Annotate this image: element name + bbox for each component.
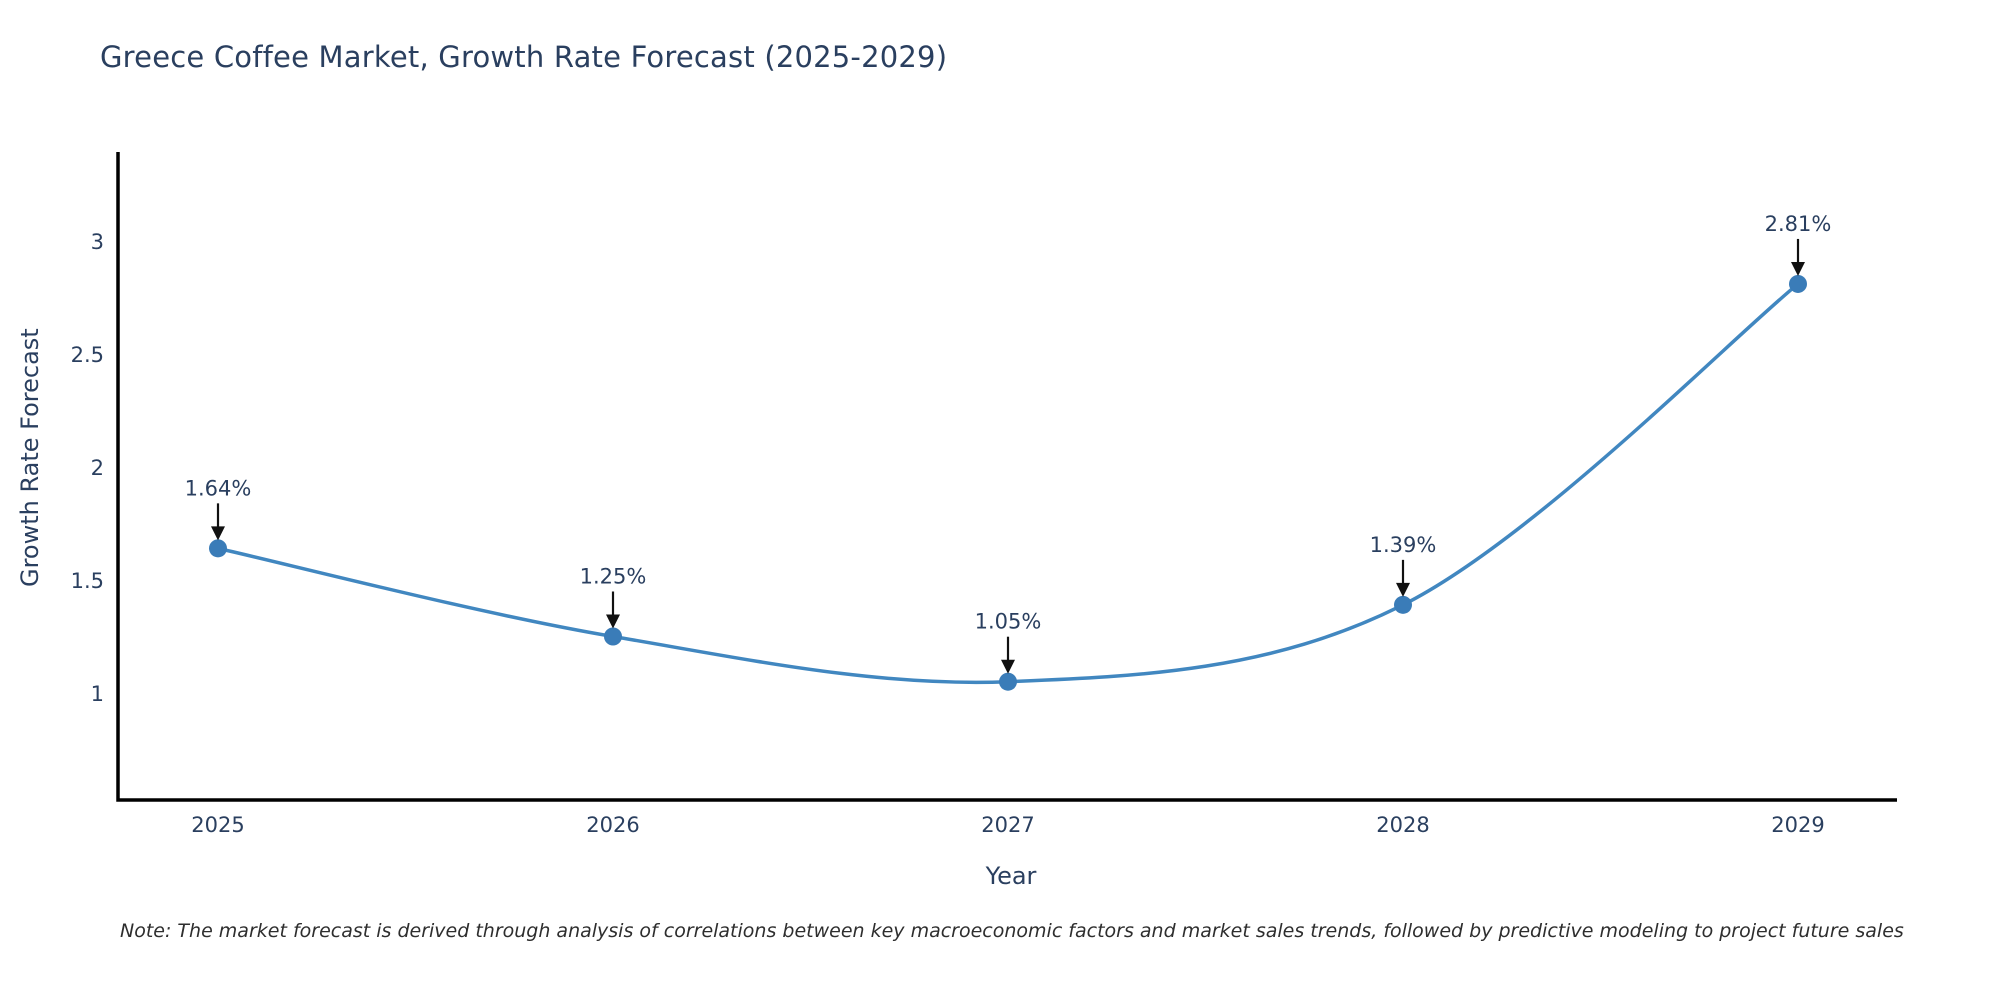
annotation-label: 2.81% — [1765, 212, 1832, 236]
data-point-2027 — [999, 672, 1017, 691]
annotation-label: 1.25% — [580, 565, 647, 589]
annotation-arrowhead-icon — [606, 614, 620, 629]
data-point-2026 — [604, 627, 622, 646]
axis-lines — [116, 152, 1897, 802]
data-point-2025 — [209, 539, 227, 558]
axes — [116, 152, 1897, 802]
data-point-2028 — [1394, 595, 1412, 614]
y-tick-label: 1.5 — [71, 569, 104, 593]
annotation-arrowhead-icon — [1791, 261, 1805, 276]
y-tick-label: 1 — [91, 682, 104, 706]
annotation-2025: 1.64% — [185, 476, 252, 541]
x-tick-label: 2029 — [1771, 813, 1824, 837]
tick-labels: 1 1.5 2 2.5 3 2025 2026 2027 2028 2029 — [71, 230, 1825, 837]
x-axis-title: Year — [985, 862, 1037, 890]
annotation-arrowhead-icon — [211, 526, 225, 541]
y-tick-label: 3 — [91, 230, 104, 254]
annotation-2028: 1.39% — [1370, 533, 1437, 597]
line-series — [209, 274, 1807, 691]
y-axis-title: Growth Rate Forecast — [16, 328, 44, 587]
x-tick-label: 2025 — [191, 813, 244, 837]
annotation-label: 1.64% — [185, 476, 252, 500]
growth-rate-line — [216, 282, 1800, 685]
x-tick-label: 2027 — [981, 813, 1034, 837]
y-tick-label: 2.5 — [71, 343, 104, 367]
annotation-2027: 1.05% — [975, 610, 1042, 674]
annotation-arrowhead-icon — [1001, 659, 1015, 674]
y-tick-label: 2 — [91, 456, 104, 480]
annotation-2026: 1.25% — [580, 565, 647, 629]
annotations: 1.64% 1.25% 1.05% 1.39% 2.81% — [185, 212, 1832, 674]
annotation-2029: 2.81% — [1765, 212, 1832, 276]
annotation-label: 1.39% — [1370, 533, 1437, 557]
data-point-2029 — [1789, 274, 1807, 293]
annotation-label: 1.05% — [975, 610, 1042, 634]
x-tick-label: 2028 — [1376, 813, 1429, 837]
footnote-text: Note: The market forecast is derived thr… — [120, 920, 1904, 942]
x-tick-label: 2026 — [586, 813, 639, 837]
annotation-arrowhead-icon — [1396, 582, 1410, 597]
chart-title: Greece Coffee Market, Growth Rate Foreca… — [100, 40, 948, 74]
